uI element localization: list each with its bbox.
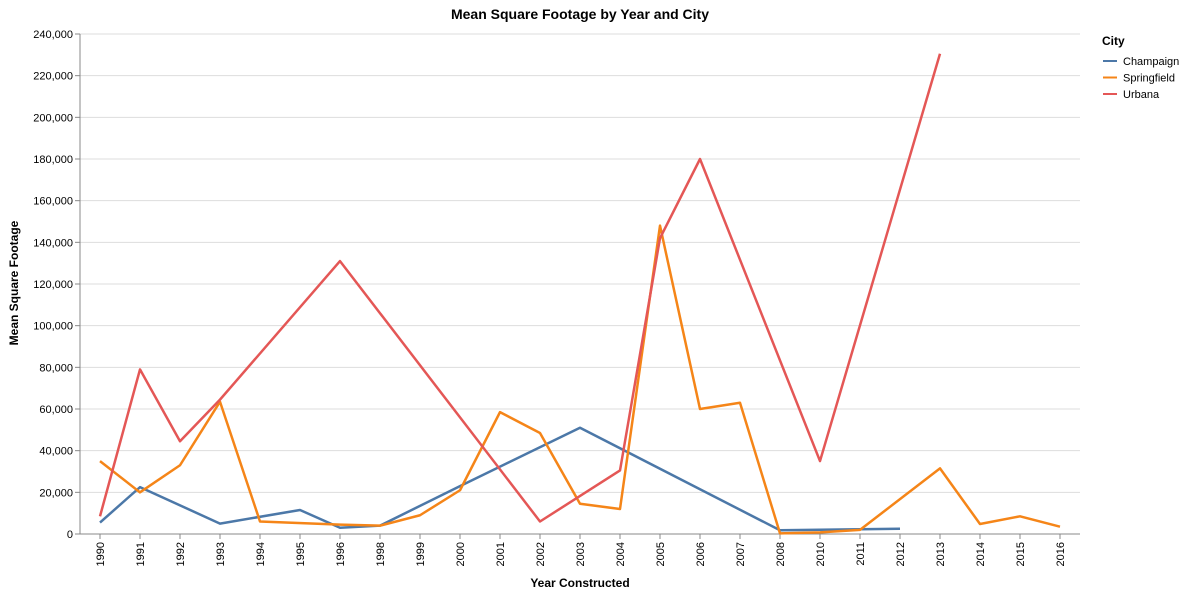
x-tick-label: 2004 — [615, 542, 627, 566]
axes: 0 20,000 40,000 60,000 80,000 100,000 120,000 1… — [33, 29, 1080, 566]
x-tick-label: 2006 — [695, 542, 707, 566]
x-tick-label: 2000 — [455, 542, 467, 566]
y-tick-label: 100,000 — [33, 321, 73, 333]
x-tick-label: 2011 — [855, 542, 867, 566]
x-tick-label: 1995 — [295, 542, 307, 566]
x-tick-label: 2014 — [975, 542, 987, 566]
x-tick-label: 2002 — [535, 542, 547, 566]
series-line-urbana — [98, 53, 942, 523]
x-tick-label: 2001 — [495, 542, 507, 566]
grid-lines — [80, 33, 1080, 535]
legend-label-champaign: Champaign — [1123, 56, 1179, 68]
y-tick-label: 220,000 — [33, 71, 73, 83]
chart-title: Mean Square Footage by Year and City — [451, 6, 709, 22]
x-tick-label: 1994 — [255, 542, 267, 566]
series-lines — [98, 53, 1061, 535]
y-tick-label: 60,000 — [39, 404, 73, 416]
x-tick-label: 2010 — [815, 542, 827, 566]
x-tick-label: 1999 — [415, 542, 427, 566]
y-tick-label: 80,000 — [39, 362, 73, 374]
x-tick-label: 1992 — [175, 542, 187, 566]
y-tick-label: 200,000 — [33, 112, 73, 124]
legend-label-springfield: Springfield — [1123, 73, 1175, 85]
y-tick-label: 140,000 — [33, 237, 73, 249]
x-tick-label: 2005 — [655, 542, 667, 566]
x-axis-title: Year Constructed — [530, 576, 629, 590]
y-tick-label: 120,000 — [33, 279, 73, 291]
x-tick-label: 1996 — [335, 542, 347, 566]
y-axis-title: Mean Square Footage — [7, 220, 21, 345]
x-tick-label: 1990 — [95, 542, 107, 566]
legend-title: City — [1102, 34, 1125, 48]
x-tick-label: 1998 — [375, 542, 387, 566]
legend-label-urbana: Urbana — [1123, 89, 1160, 101]
x-tick-label: 2016 — [1055, 542, 1067, 566]
legend: City Champaign Springfield Urbana — [1102, 34, 1179, 101]
x-tick-label: 2008 — [775, 542, 787, 566]
y-tick-label: 180,000 — [33, 154, 73, 166]
series-line-champaign — [99, 426, 901, 532]
x-tick-label: 2007 — [735, 542, 747, 566]
x-tick-label: 2003 — [575, 542, 587, 566]
y-tick-label: 40,000 — [39, 446, 73, 458]
y-tick-label: 20,000 — [39, 487, 73, 499]
x-tick-label: 2012 — [895, 542, 907, 566]
x-tick-label: 2015 — [1015, 542, 1027, 566]
x-tick-label: 1993 — [215, 542, 227, 566]
y-tick-label: 240,000 — [33, 29, 73, 41]
x-tick-label: 2013 — [935, 542, 947, 566]
series-line-springfield — [99, 224, 1061, 535]
x-tick-label: 1991 — [135, 542, 147, 566]
y-tick-label: 0 — [67, 529, 73, 541]
y-tick-label: 160,000 — [33, 196, 73, 208]
